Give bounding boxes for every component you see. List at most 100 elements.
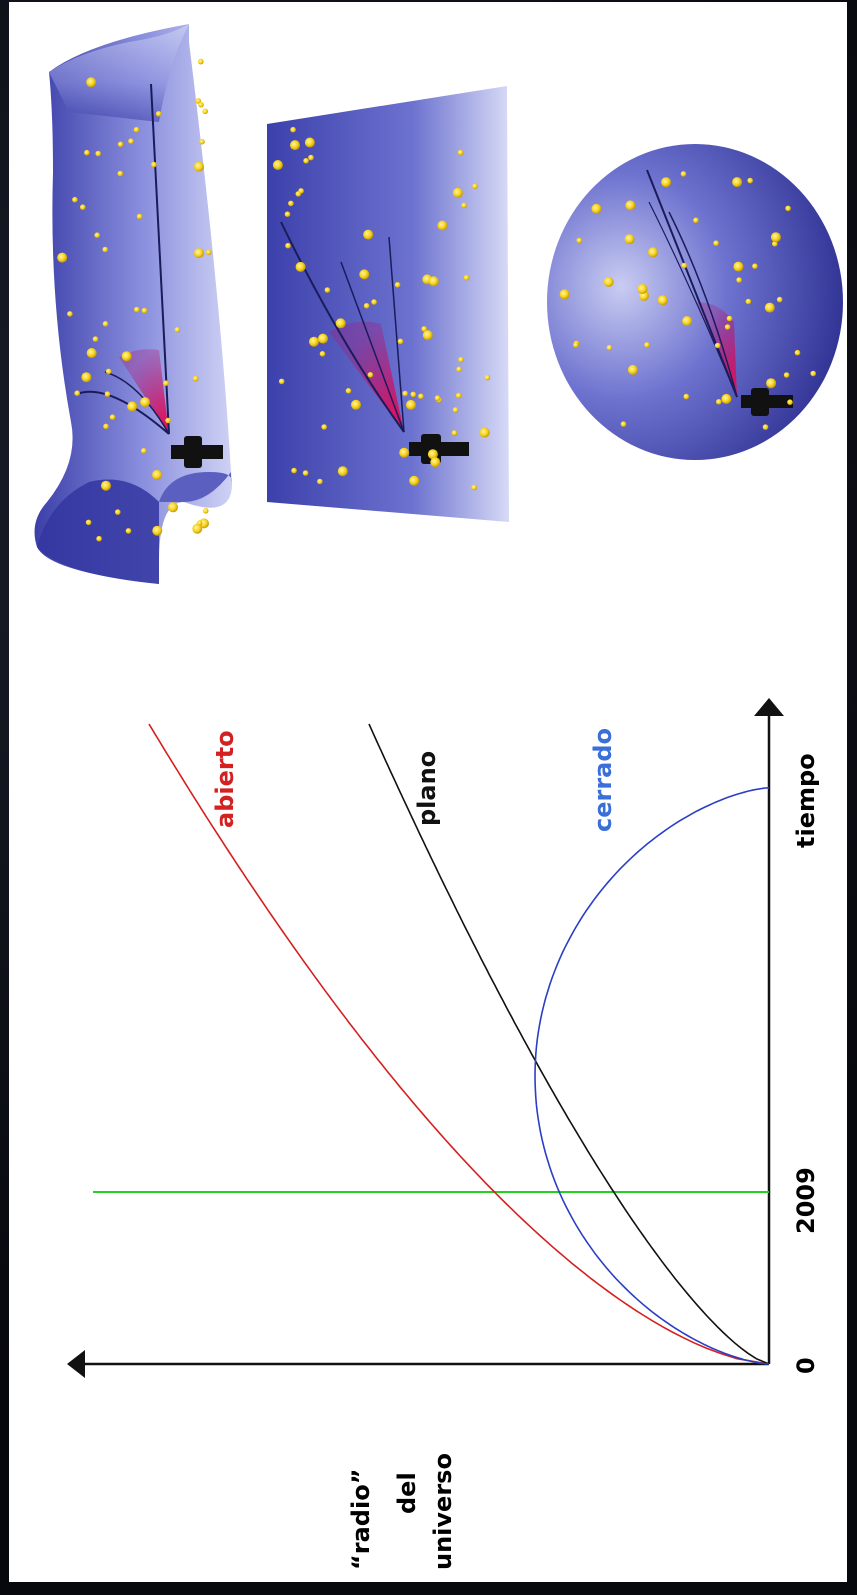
star-dot	[95, 150, 101, 157]
star-dot	[295, 191, 302, 197]
star-dot	[92, 336, 99, 342]
star-dot	[363, 303, 370, 309]
star-dot	[125, 528, 132, 534]
star-dot	[625, 200, 636, 211]
star-dot	[351, 399, 361, 410]
star-dot	[72, 196, 78, 203]
star-dot	[762, 424, 769, 430]
star-dot	[451, 430, 458, 436]
cerrado-label: cerrado	[589, 727, 617, 832]
universe-geometry-diagram	[34, 24, 843, 1378]
star-dot	[141, 448, 147, 454]
star-dot	[776, 296, 783, 303]
star-dot	[155, 111, 162, 117]
star-dot	[199, 518, 209, 529]
star-dot	[397, 338, 404, 345]
star-dot	[103, 423, 109, 430]
star-dot	[141, 307, 148, 314]
star-dot	[682, 316, 693, 326]
star-dot	[745, 298, 752, 305]
star-dot	[402, 390, 409, 397]
star-dot	[367, 372, 374, 378]
star-dot	[713, 240, 719, 246]
star-dot	[716, 399, 722, 405]
star-dot	[74, 390, 80, 397]
star-dot	[394, 282, 401, 288]
star-dot	[317, 478, 323, 485]
diagram-canvas: “radio” del universo 0 2009 tiempo abier…	[9, 2, 847, 1582]
star-dot	[285, 242, 291, 249]
star-dot	[117, 170, 124, 177]
star-dot	[134, 306, 140, 313]
star-dot	[787, 399, 793, 406]
star-dot	[278, 378, 285, 385]
star-dot	[128, 138, 134, 144]
star-dot	[736, 277, 742, 283]
star-dot	[794, 349, 801, 356]
star-dot	[335, 318, 346, 329]
star-dot	[559, 289, 570, 300]
star-dot	[202, 108, 208, 115]
star-dot	[428, 276, 439, 287]
star-dot	[430, 457, 441, 468]
star-dot	[86, 77, 97, 88]
star-dot	[121, 351, 132, 362]
star-dot	[165, 417, 171, 424]
star-dot	[136, 213, 143, 220]
star-dot	[290, 126, 296, 133]
star-dot	[290, 140, 300, 151]
x-axis-label: tiempo	[792, 753, 820, 848]
abierto-label: abierto	[211, 730, 239, 828]
star-dot	[418, 393, 424, 400]
star-dot	[194, 161, 204, 172]
star-dot	[304, 137, 315, 148]
star-dot	[302, 470, 309, 476]
star-dot	[321, 424, 328, 430]
star-dot	[783, 372, 790, 378]
star-dot	[198, 58, 204, 65]
star-dot	[192, 375, 199, 382]
star-dot	[194, 248, 204, 259]
star-dot	[772, 241, 778, 247]
star-dot	[747, 177, 753, 184]
star-dot	[105, 368, 112, 375]
star-dot	[318, 333, 328, 344]
star-dot	[471, 484, 478, 491]
star-dot	[661, 177, 672, 188]
star-dot	[198, 101, 204, 108]
star-dot	[192, 523, 203, 534]
star-dot	[644, 342, 650, 348]
star-dot	[86, 348, 97, 358]
star-dot	[284, 211, 291, 217]
star-dot	[205, 249, 212, 256]
star-dot	[484, 374, 491, 381]
star-dot	[309, 336, 319, 347]
star-dot	[591, 203, 602, 214]
closed-universe-sphere-surface	[547, 144, 843, 460]
star-dot	[752, 263, 758, 270]
telescope-icon	[76, 83, 223, 468]
star-dot	[202, 508, 209, 514]
origin-tick-label: 0	[792, 1357, 820, 1374]
star-dot	[104, 391, 111, 397]
star-dot	[620, 421, 627, 427]
star-dot	[85, 519, 92, 526]
y-axis-label-line2: del	[393, 1472, 421, 1514]
star-dot	[770, 232, 781, 243]
star-dot	[409, 475, 420, 486]
star-dot	[337, 466, 348, 477]
star-dot	[371, 299, 377, 305]
star-dot	[457, 149, 464, 156]
star-dot	[657, 295, 668, 306]
star-dot	[726, 315, 733, 322]
star-dot	[721, 393, 732, 404]
star-dot	[115, 509, 121, 515]
star-dot	[456, 366, 462, 373]
star-dot	[434, 395, 441, 401]
flat-universe-curve	[368, 723, 770, 1365]
star-dot	[422, 330, 433, 341]
star-dot	[680, 171, 687, 177]
star-dot	[627, 364, 638, 375]
flat-universe-plane-surface	[267, 86, 509, 522]
star-dot	[624, 234, 635, 245]
